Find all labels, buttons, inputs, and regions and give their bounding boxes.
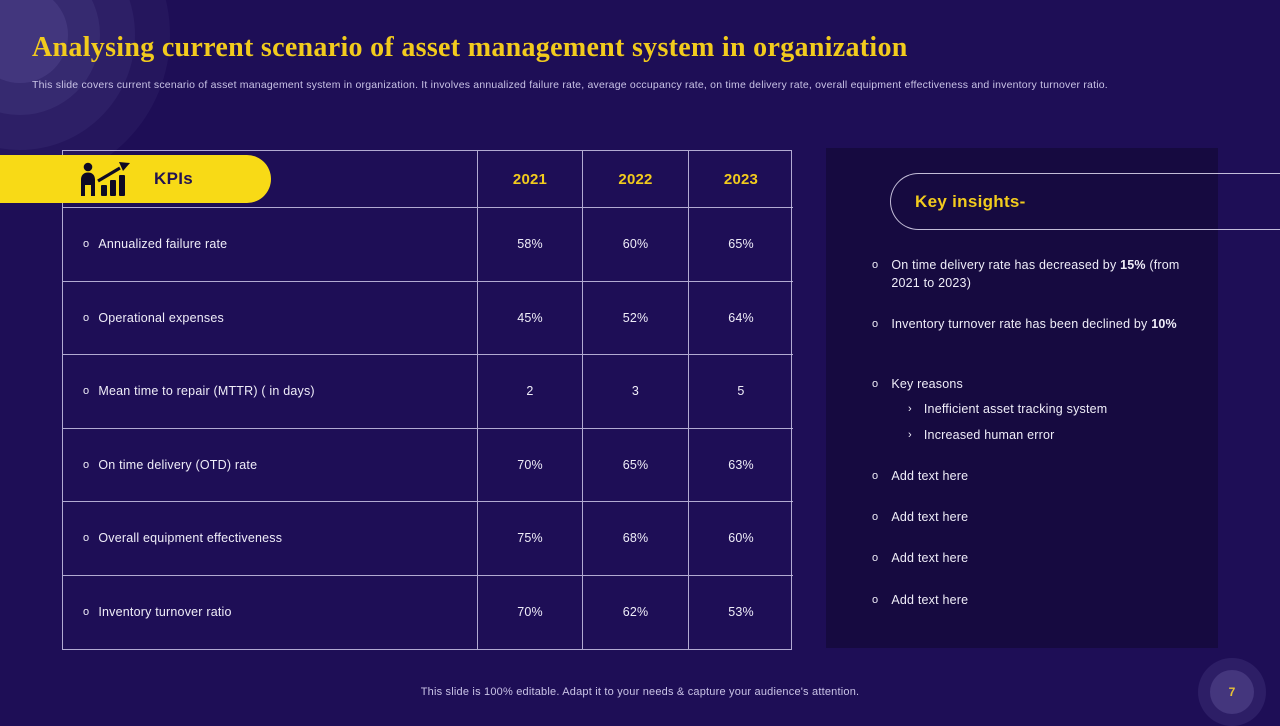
table-row-label: o Overall equipment effectiveness	[63, 502, 478, 576]
table-cell: 68%	[583, 502, 689, 576]
bullet-marker: o	[83, 238, 90, 251]
bullet-marker: o	[872, 318, 879, 330]
decor-circle	[1210, 670, 1254, 714]
table-cell: 65%	[583, 428, 689, 502]
insight-item-placeholder[interactable]: o Add text here	[872, 549, 1194, 567]
placeholder-text: Add text here	[891, 551, 969, 565]
table-cell: 70%	[478, 575, 583, 649]
key-insights-title: Key insights-	[915, 191, 1026, 211]
table-cell: 5	[689, 355, 793, 429]
kpi-label: Inventory turnover ratio	[98, 605, 232, 620]
key-insights-header: Key insights-	[890, 173, 1280, 230]
insight-item-placeholder[interactable]: o Add text here	[872, 467, 1194, 485]
table-row-label: o Operational expenses	[63, 281, 478, 355]
kpi-label: Annualized failure rate	[98, 237, 228, 252]
placeholder-text: Add text here	[891, 469, 969, 483]
year-column-header: 2022	[583, 151, 689, 208]
decor-circle	[1198, 658, 1266, 726]
table-cell: 65%	[689, 208, 793, 282]
placeholder-text: Add text here	[891, 593, 969, 607]
insight-item-placeholder[interactable]: o Add text here	[872, 508, 1194, 526]
table-cell: 63%	[689, 429, 793, 502]
year-column-header: 2021	[478, 151, 583, 208]
table-cell: 70%	[478, 428, 583, 502]
sub-bullet-marker: ›	[908, 403, 912, 415]
kpi-label: Operational expenses	[98, 310, 224, 325]
table-cell: 75%	[478, 502, 583, 576]
bullet-marker: o	[83, 458, 90, 471]
insight-subtext: Inefficient asset tracking system	[923, 402, 1108, 416]
person-growth-chart-icon	[78, 162, 134, 196]
insight-item: o Inventory turnover rate has been decli…	[872, 315, 1194, 333]
table-cell: 60%	[583, 208, 689, 282]
bullet-marker: o	[83, 311, 90, 324]
insight-item-placeholder[interactable]: o Add text here	[872, 591, 1194, 609]
kpi-table: 2021 2022 2023 o Annualized failure rate …	[62, 150, 793, 650]
kpi-pill-label: KPIs	[154, 169, 193, 188]
insight-item: o Key reasons	[872, 375, 1194, 393]
table-cell: 60%	[689, 502, 793, 576]
insight-text: On time delivery rate has decreased by 1…	[891, 258, 1180, 290]
table-row-label: o Annualized failure rate	[63, 208, 478, 282]
table-cell: 53%	[728, 605, 754, 620]
bullet-marker: o	[872, 511, 879, 523]
table-cell: 58%	[478, 208, 583, 282]
slide-subtitle: This slide covers current scenario of as…	[32, 79, 1108, 91]
insight-item: o On time delivery rate has decreased by…	[872, 256, 1194, 292]
table-row-label: o On time delivery (OTD) rate	[63, 428, 478, 502]
kpi-label: Overall equipment effectiveness	[98, 531, 283, 546]
slide-title: Analysing current scenario of asset mana…	[32, 32, 908, 63]
table-cell: 45%	[478, 281, 583, 355]
bullet-marker: o	[872, 552, 879, 564]
footer-note: This slide is 100% editable. Adapt it to…	[420, 686, 860, 698]
table-cell: 3	[583, 355, 689, 429]
kpi-header-pill: KPIs	[0, 155, 271, 203]
insight-subitem: › Increased human error	[908, 426, 1194, 444]
year-column-header: 2023	[689, 151, 793, 208]
insight-text: Inventory turnover rate has been decline…	[891, 317, 1177, 331]
key-insights-panel: o On time delivery rate has decreased by…	[826, 148, 1218, 648]
bullet-marker: o	[872, 594, 879, 606]
kpi-label: Mean time to repair (MTTR) ( in days)	[98, 384, 315, 399]
bullet-marker: o	[83, 606, 90, 619]
kpi-label: On time delivery (OTD) rate	[98, 457, 258, 472]
placeholder-text: Add text here	[891, 510, 969, 524]
table-cell: 62%	[583, 575, 689, 649]
insight-text: Key reasons	[891, 377, 964, 391]
bullet-marker: o	[83, 385, 90, 398]
bullet-marker: o	[872, 470, 879, 482]
table-row-label: o Inventory turnover ratio	[63, 575, 478, 649]
bullet-marker: o	[872, 259, 879, 271]
insight-subitem: › Inefficient asset tracking system	[908, 400, 1194, 418]
table-cell: 64%	[689, 282, 793, 355]
table-row-label: o Mean time to repair (MTTR) ( in days)	[63, 355, 478, 429]
bullet-marker: o	[872, 378, 879, 390]
table-cell: 52%	[583, 281, 689, 355]
table-cell: 2	[478, 355, 583, 429]
sub-bullet-marker: ›	[908, 429, 912, 441]
page-number: 7	[1228, 685, 1236, 699]
insight-subtext: Increased human error	[923, 428, 1055, 442]
bullet-marker: o	[83, 532, 90, 545]
table-header-spacer	[63, 151, 478, 208]
